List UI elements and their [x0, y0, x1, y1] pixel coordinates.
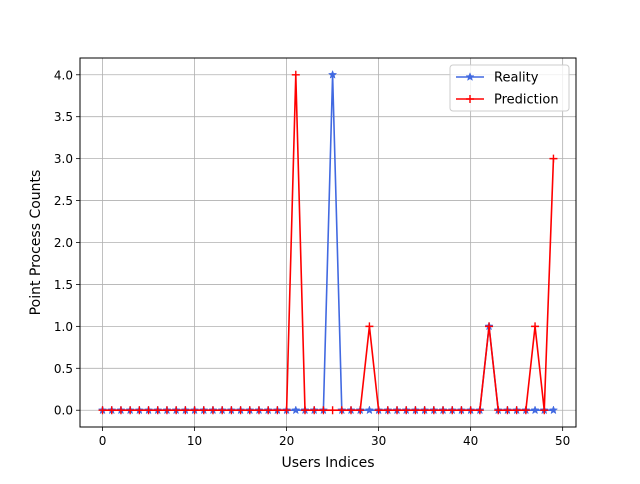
x-tick-label: 20 — [279, 434, 294, 448]
data-point — [356, 406, 365, 415]
data-point — [300, 406, 309, 415]
data-point — [475, 406, 484, 415]
data-point — [347, 406, 356, 415]
legend-label: Prediction — [494, 93, 559, 108]
data-point — [530, 405, 540, 415]
data-point — [291, 405, 301, 415]
data-point — [282, 406, 291, 415]
data-point — [199, 406, 208, 415]
data-point — [328, 406, 337, 415]
data-point — [365, 322, 374, 331]
data-point — [327, 69, 338, 79]
y-tick-label: 1.0 — [54, 320, 73, 334]
data-point — [457, 406, 466, 415]
data-point — [227, 406, 236, 415]
data-point — [549, 154, 558, 163]
x-tick-label: 50 — [555, 434, 570, 448]
data-point — [208, 406, 217, 415]
data-point — [319, 406, 328, 415]
legend-marker — [465, 72, 475, 81]
series-layer — [97, 69, 559, 415]
y-tick-label: 3.5 — [54, 110, 73, 124]
data-point — [521, 406, 530, 415]
data-point — [162, 406, 171, 415]
y-tick-label: 0.5 — [54, 362, 73, 376]
x-tick-label: 40 — [463, 434, 478, 448]
y-tick-label: 3.0 — [54, 152, 73, 166]
series-prediction — [98, 70, 558, 415]
data-point — [429, 406, 438, 415]
data-point — [245, 406, 254, 415]
y-tick-label: 0.0 — [54, 404, 73, 418]
legend-marker — [466, 95, 474, 103]
data-point — [337, 406, 346, 415]
data-point — [393, 406, 402, 415]
data-point — [153, 406, 162, 415]
data-point — [264, 406, 273, 415]
data-point — [172, 406, 181, 415]
data-point — [531, 322, 540, 331]
y-axis-label: Point Process Counts — [28, 170, 44, 316]
data-point — [420, 406, 429, 415]
data-point — [273, 406, 282, 415]
data-point — [439, 406, 448, 415]
x-tick-label: 0 — [99, 434, 107, 448]
data-point — [466, 406, 475, 415]
data-point — [181, 406, 190, 415]
data-point — [402, 406, 411, 415]
y-tick-label: 4.0 — [54, 68, 73, 82]
data-point — [190, 406, 199, 415]
data-point — [135, 406, 144, 415]
x-tick-label: 30 — [371, 434, 386, 448]
data-point — [98, 406, 107, 415]
data-point — [218, 406, 227, 415]
legend-item-prediction: Prediction — [456, 93, 559, 108]
data-point — [383, 406, 392, 415]
data-point — [107, 406, 116, 415]
data-point — [126, 406, 135, 415]
data-point — [116, 406, 125, 415]
data-point — [364, 405, 375, 415]
y-tick-label: 2.5 — [54, 194, 73, 208]
data-point — [144, 406, 153, 415]
data-point — [291, 70, 300, 79]
data-point — [512, 406, 521, 415]
data-point — [494, 406, 503, 415]
axis-ticks: 0 10 20 30 40 50 0.0 0.5 1.0 1.5 2.0 2.5 3.0 3.5 4.0 — [54, 68, 570, 448]
x-axis-label: Users Indices — [281, 455, 374, 471]
data-point — [411, 406, 420, 415]
data-point — [236, 406, 245, 415]
y-tick-label: 2.0 — [54, 236, 73, 250]
data-point — [310, 406, 319, 415]
x-tick-label: 10 — [187, 434, 202, 448]
data-point — [548, 405, 559, 415]
y-tick-label: 1.5 — [54, 278, 73, 292]
data-point — [503, 406, 512, 415]
legend-item-reality: Reality — [456, 71, 539, 86]
legend: Reality Prediction — [449, 64, 570, 112]
data-point — [254, 406, 263, 415]
legend-label: Reality — [494, 71, 539, 86]
data-point — [540, 406, 549, 415]
data-point — [448, 406, 457, 415]
data-point — [374, 406, 383, 415]
data-point — [485, 322, 494, 331]
grid — [80, 58, 576, 427]
